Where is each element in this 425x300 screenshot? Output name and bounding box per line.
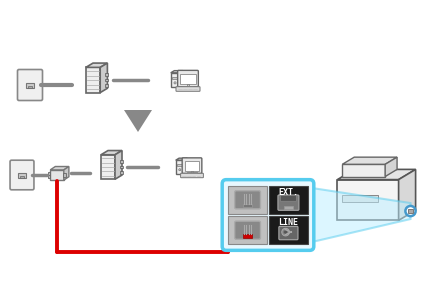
Polygon shape	[64, 167, 69, 180]
Bar	[48, 172, 50, 175]
FancyBboxPatch shape	[10, 160, 34, 190]
Polygon shape	[171, 73, 179, 87]
Bar	[269, 185, 308, 214]
FancyBboxPatch shape	[182, 158, 202, 173]
Bar	[191, 171, 193, 173]
Circle shape	[283, 230, 287, 234]
Polygon shape	[124, 110, 152, 132]
FancyBboxPatch shape	[280, 196, 297, 201]
Polygon shape	[101, 155, 115, 179]
Bar	[408, 209, 413, 213]
FancyBboxPatch shape	[278, 195, 299, 210]
Bar	[187, 172, 197, 174]
Bar	[342, 195, 378, 202]
Bar	[120, 166, 123, 168]
Bar	[228, 216, 267, 244]
Bar	[243, 204, 252, 207]
Polygon shape	[101, 151, 122, 155]
Bar	[120, 160, 123, 163]
Polygon shape	[312, 188, 411, 242]
Bar	[183, 86, 193, 88]
Polygon shape	[115, 151, 122, 179]
Polygon shape	[86, 63, 108, 68]
Bar	[105, 79, 108, 81]
Circle shape	[179, 169, 181, 171]
Circle shape	[174, 82, 176, 84]
Bar	[172, 77, 178, 79]
FancyBboxPatch shape	[222, 180, 314, 250]
Bar	[26, 83, 34, 88]
FancyBboxPatch shape	[181, 173, 204, 178]
Bar	[228, 185, 267, 214]
FancyBboxPatch shape	[235, 191, 261, 209]
Polygon shape	[399, 169, 416, 220]
Polygon shape	[342, 164, 385, 176]
FancyBboxPatch shape	[176, 87, 200, 91]
Polygon shape	[179, 70, 183, 87]
Bar	[18, 173, 26, 178]
Polygon shape	[171, 70, 183, 73]
Bar	[20, 176, 24, 178]
FancyBboxPatch shape	[235, 221, 261, 239]
Bar	[180, 74, 196, 84]
Polygon shape	[385, 157, 397, 176]
Polygon shape	[337, 180, 399, 220]
FancyBboxPatch shape	[279, 226, 298, 240]
FancyBboxPatch shape	[178, 70, 198, 87]
Bar	[177, 164, 183, 166]
Bar	[184, 161, 199, 171]
Polygon shape	[50, 167, 69, 170]
Polygon shape	[50, 170, 64, 180]
Polygon shape	[100, 63, 108, 93]
Circle shape	[282, 228, 289, 236]
Bar	[105, 84, 108, 87]
Circle shape	[405, 206, 416, 216]
Bar	[48, 176, 50, 178]
Text: LINE: LINE	[278, 218, 298, 227]
Bar	[28, 86, 32, 88]
Polygon shape	[184, 158, 187, 174]
Polygon shape	[176, 158, 187, 160]
FancyBboxPatch shape	[17, 70, 42, 101]
Bar	[283, 206, 293, 209]
Bar	[187, 84, 190, 86]
Polygon shape	[176, 160, 184, 174]
Bar	[105, 73, 108, 76]
Polygon shape	[342, 157, 397, 164]
Bar	[269, 216, 308, 244]
Polygon shape	[86, 68, 100, 93]
Polygon shape	[337, 169, 416, 180]
Text: EXT.: EXT.	[278, 188, 298, 197]
Bar	[63, 173, 66, 177]
Bar	[243, 234, 252, 238]
Bar	[120, 171, 123, 174]
